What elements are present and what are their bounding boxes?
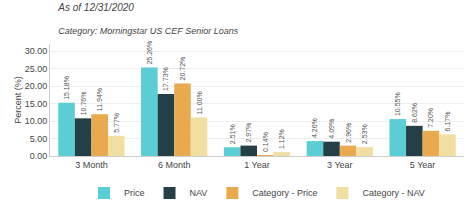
- svg-text:25.00: 25.00: [25, 64, 48, 74]
- svg-text:1.12%: 1.12%: [278, 129, 285, 149]
- svg-text:2.51%: 2.51%: [229, 124, 236, 144]
- svg-text:6.17%: 6.17%: [444, 112, 451, 132]
- svg-text:17.73%: 17.73%: [162, 67, 169, 91]
- svg-text:0.14%: 0.14%: [262, 132, 269, 152]
- svg-text:6 Month: 6 Month: [158, 160, 191, 170]
- svg-text:Category - Price: Category - Price: [252, 188, 317, 198]
- svg-text:8.62%: 8.62%: [411, 103, 418, 123]
- svg-text:1 Year: 1 Year: [244, 160, 270, 170]
- svg-text:7.20%: 7.20%: [427, 108, 434, 128]
- svg-text:20.72%: 20.72%: [179, 57, 186, 81]
- svg-text:10.00: 10.00: [25, 116, 48, 126]
- svg-text:11.00%: 11.00%: [196, 91, 203, 114]
- svg-text:2.97%: 2.97%: [245, 123, 252, 143]
- svg-text:10.76%: 10.76%: [80, 92, 87, 116]
- svg-text:11.94%: 11.94%: [96, 88, 103, 111]
- svg-text:As of 12/31/2020: As of 12/31/2020: [57, 2, 134, 13]
- svg-text:15.18%: 15.18%: [63, 76, 70, 100]
- svg-text:25.26%: 25.26%: [146, 41, 153, 65]
- svg-text:4.26%: 4.26%: [311, 118, 318, 138]
- svg-text:Price: Price: [124, 188, 145, 198]
- svg-text:NAV: NAV: [190, 188, 208, 198]
- svg-text:5.00: 5.00: [30, 134, 48, 144]
- svg-text:10.55%: 10.55%: [394, 92, 401, 116]
- svg-text:2.96%: 2.96%: [345, 123, 352, 143]
- svg-text:20.00: 20.00: [25, 81, 48, 91]
- svg-text:15.00: 15.00: [25, 99, 48, 109]
- svg-text:3 Month: 3 Month: [75, 160, 108, 170]
- svg-text:4.09%: 4.09%: [328, 119, 335, 139]
- svg-text:2.53%: 2.53%: [361, 124, 368, 144]
- svg-text:Category - NAV: Category - NAV: [362, 188, 424, 198]
- svg-text:5 Year: 5 Year: [410, 160, 436, 170]
- svg-text:3 Year: 3 Year: [327, 160, 353, 170]
- svg-text:30.00: 30.00: [25, 46, 48, 56]
- svg-text:Percent (%): Percent (%): [13, 76, 23, 124]
- svg-text:5.77%: 5.77%: [113, 113, 120, 133]
- svg-text:0.00: 0.00: [30, 151, 48, 161]
- svg-text:Category: Morningstar US CEF S: Category: Morningstar US CEF Senior Loan…: [58, 26, 238, 36]
